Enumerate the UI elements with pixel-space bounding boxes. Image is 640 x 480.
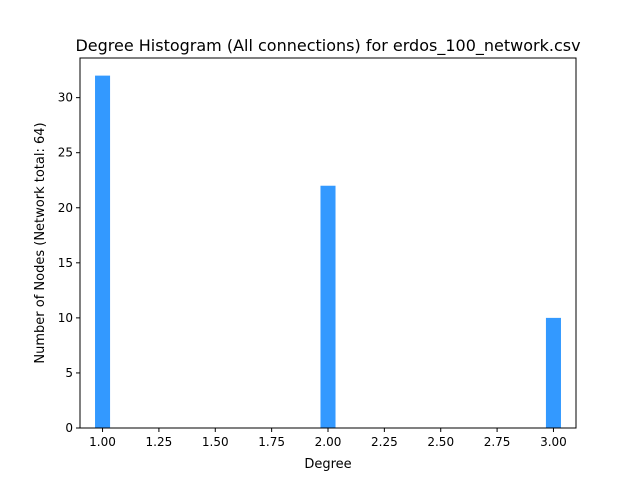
bars-group — [95, 75, 561, 428]
x-tick-label: 2.75 — [484, 435, 511, 449]
x-tick-label: 1.75 — [258, 435, 285, 449]
histogram-bar — [320, 185, 336, 428]
y-tick-label: 0 — [65, 421, 73, 435]
x-tick-label: 2.25 — [371, 435, 398, 449]
y-tick-label: 10 — [58, 311, 73, 325]
chart-title: Degree Histogram (All connections) for e… — [75, 36, 580, 56]
y-tick-label: 20 — [58, 201, 73, 215]
x-tick-label: 2.50 — [427, 435, 454, 449]
x-axis-label: Degree — [304, 457, 351, 472]
histogram-bar — [545, 317, 561, 428]
plot-frame — [79, 57, 577, 429]
histogram-bar — [95, 75, 111, 428]
x-tick-label: 1.25 — [146, 435, 173, 449]
y-axis-ticks: 0 5 10 15 20 25 30 — [58, 91, 80, 435]
x-tick-label: 3.00 — [540, 435, 567, 449]
y-tick-label: 5 — [65, 366, 73, 380]
x-axis-ticks: 1.00 1.25 1.50 1.75 2.00 2.25 2.50 2.75 3.00 — [89, 428, 567, 449]
y-tick-label: 25 — [58, 146, 73, 160]
y-tick-label: 15 — [58, 256, 73, 270]
x-tick-label: 2.00 — [315, 435, 342, 449]
x-tick-label: 1.50 — [202, 435, 229, 449]
y-tick-label: 30 — [58, 91, 73, 105]
x-tick-label: 1.00 — [89, 435, 116, 449]
y-axis-label: Number of Nodes (Network total: 64) — [33, 122, 48, 363]
